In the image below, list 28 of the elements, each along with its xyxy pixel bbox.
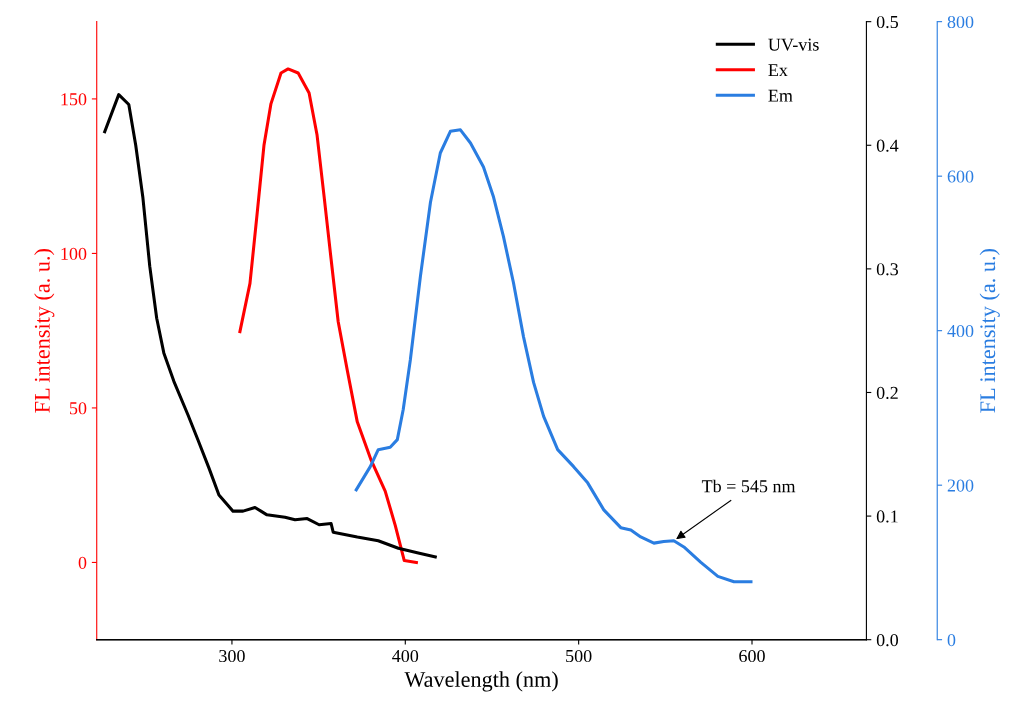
y3-axis-title: FL intensity (a. u.) <box>979 249 1000 413</box>
y2-tick-label: 0.5 <box>876 15 898 29</box>
x-axis-title: Wavelength (nm) <box>404 671 558 692</box>
y3-tick-label: 600 <box>947 170 974 183</box>
x-tick-label: 600 <box>739 649 765 663</box>
y3-tick-label: 400 <box>947 324 974 338</box>
y-tick-label: 50 <box>70 402 87 415</box>
y3-tick-label: 200 <box>947 479 974 492</box>
legend-label: UV-vis <box>768 38 819 51</box>
y-tick-label: 100 <box>61 247 87 260</box>
line-series <box>103 93 437 559</box>
x-tick-label: 300 <box>219 649 245 663</box>
legend-label: Ex <box>768 64 788 77</box>
y-tick-label: 0 <box>78 556 87 569</box>
line-series <box>238 67 418 564</box>
y2-tick-label: 0.2 <box>876 386 898 399</box>
x-tick-label: 500 <box>566 649 592 663</box>
y2-tick-label: 0.4 <box>876 139 899 152</box>
y3-tick-label: 800 <box>947 15 974 29</box>
y2-tick-label: 0.1 <box>876 510 898 523</box>
legend-label: Em <box>768 89 793 102</box>
x-tick-label: 400 <box>392 649 419 663</box>
y2-tick-label: 0.3 <box>876 263 898 276</box>
annotation: Tb = 545 nm <box>701 479 796 493</box>
y2-tick-label: 0.0 <box>876 633 899 647</box>
y3-tick-label: 0 <box>947 633 956 647</box>
y-axis-title: FL intensity (a. u.) <box>34 249 55 413</box>
y-tick-label: 150 <box>61 93 87 106</box>
